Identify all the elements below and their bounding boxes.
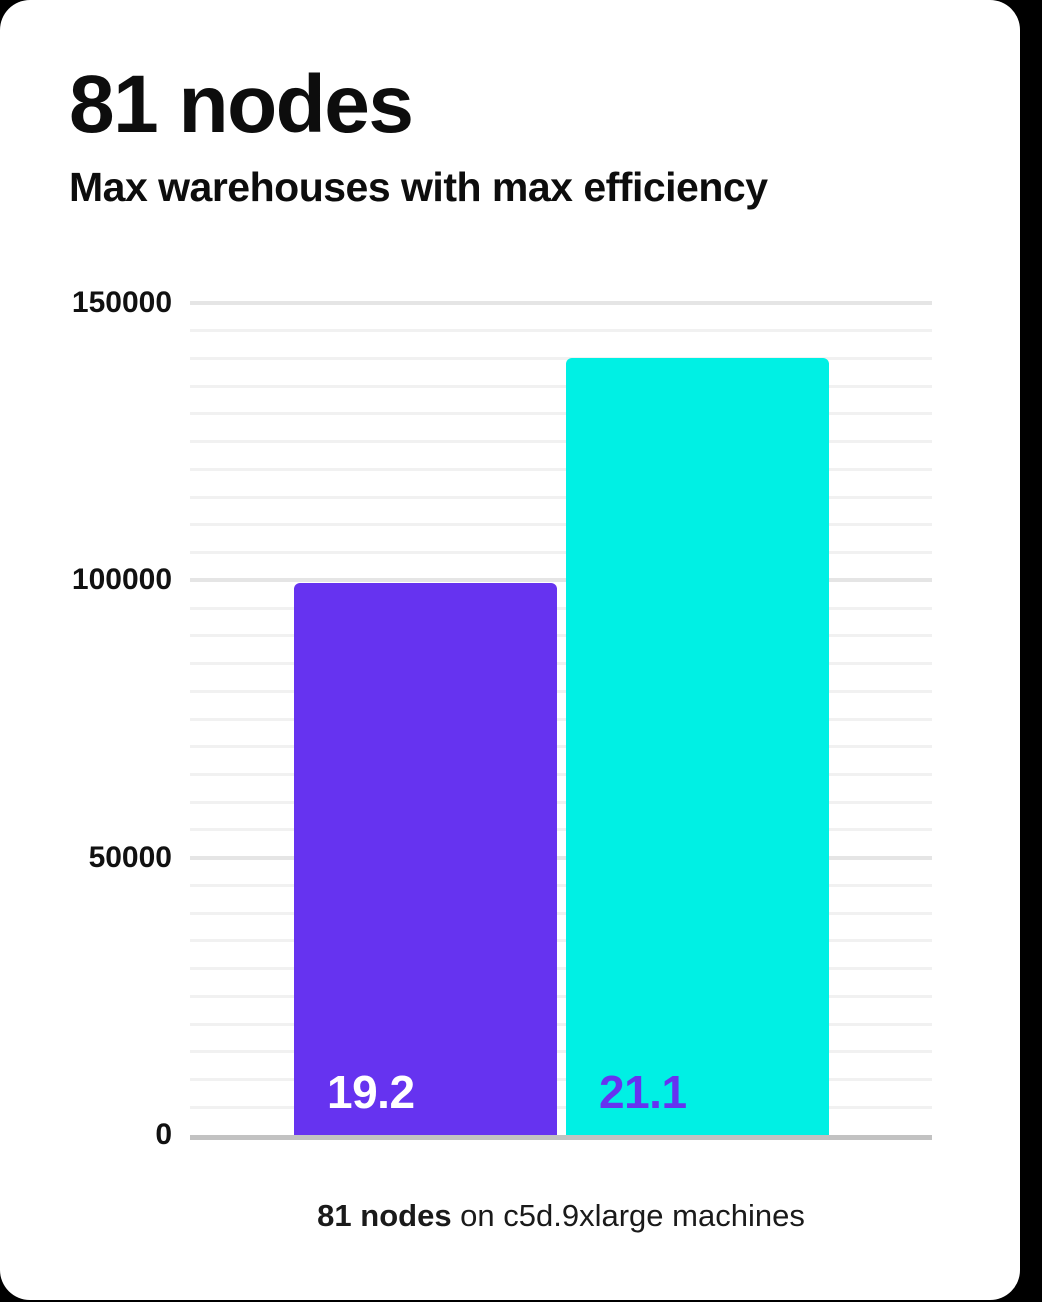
y-tick-label: 0 [155,1118,172,1151]
bar-19.2: 19.2 [294,583,557,1135]
caption-bold-text: 81 nodes [317,1198,452,1233]
minor-gridline [190,911,932,915]
chart-caption: 81 nodes on c5d.9xlarge machines [190,1196,932,1236]
plot-area: 19.2 21.1 [190,301,932,1140]
minor-gridline [190,551,932,555]
minor-gridline [190,467,932,471]
minor-gridline [190,384,932,388]
x-axis-baseline [190,1135,932,1140]
minor-gridline [190,440,932,444]
bar-value-label: 19.2 [327,1066,415,1118]
minor-gridline [190,939,932,943]
minor-gridline [190,1078,932,1082]
minor-gridline [190,495,932,499]
minor-gridline [190,717,932,721]
major-gridline [190,301,932,305]
minor-gridline [190,689,932,693]
minor-gridline [190,634,932,638]
minor-gridline [190,883,932,887]
minor-gridline [190,662,932,666]
y-tick-label: 150000 [71,286,172,319]
minor-gridline [190,1105,932,1109]
bar-21.1: 21.1 [566,358,829,1135]
y-tick-label: 50000 [88,840,172,874]
minor-gridline [190,828,932,832]
minor-gridline [190,412,932,416]
bar-value-label: 21.1 [599,1066,687,1118]
minor-gridline [190,1022,932,1026]
major-gridline [190,855,932,860]
minor-gridline [190,329,932,333]
y-tick-label: 100000 [71,563,172,597]
minor-gridline [190,356,932,360]
minor-gridline [190,745,932,749]
minor-gridline [190,772,932,776]
page-subtitle: Max warehouses with max efficiency [69,164,768,210]
minor-gridline [190,800,932,804]
minor-gridline [190,523,932,527]
page-title: 81 nodes [69,59,414,150]
minor-gridline [190,967,932,971]
minor-gridline [190,994,932,998]
caption-regular-text: on c5d.9xlarge machines [451,1198,805,1233]
major-gridline [190,578,932,583]
y-axis: 150000 100000 50000 0 [0,0,172,1300]
chart-card: 81 nodes Max warehouses with max efficie… [0,0,1020,1300]
minor-gridline [190,606,932,610]
minor-gridline [190,1050,932,1054]
